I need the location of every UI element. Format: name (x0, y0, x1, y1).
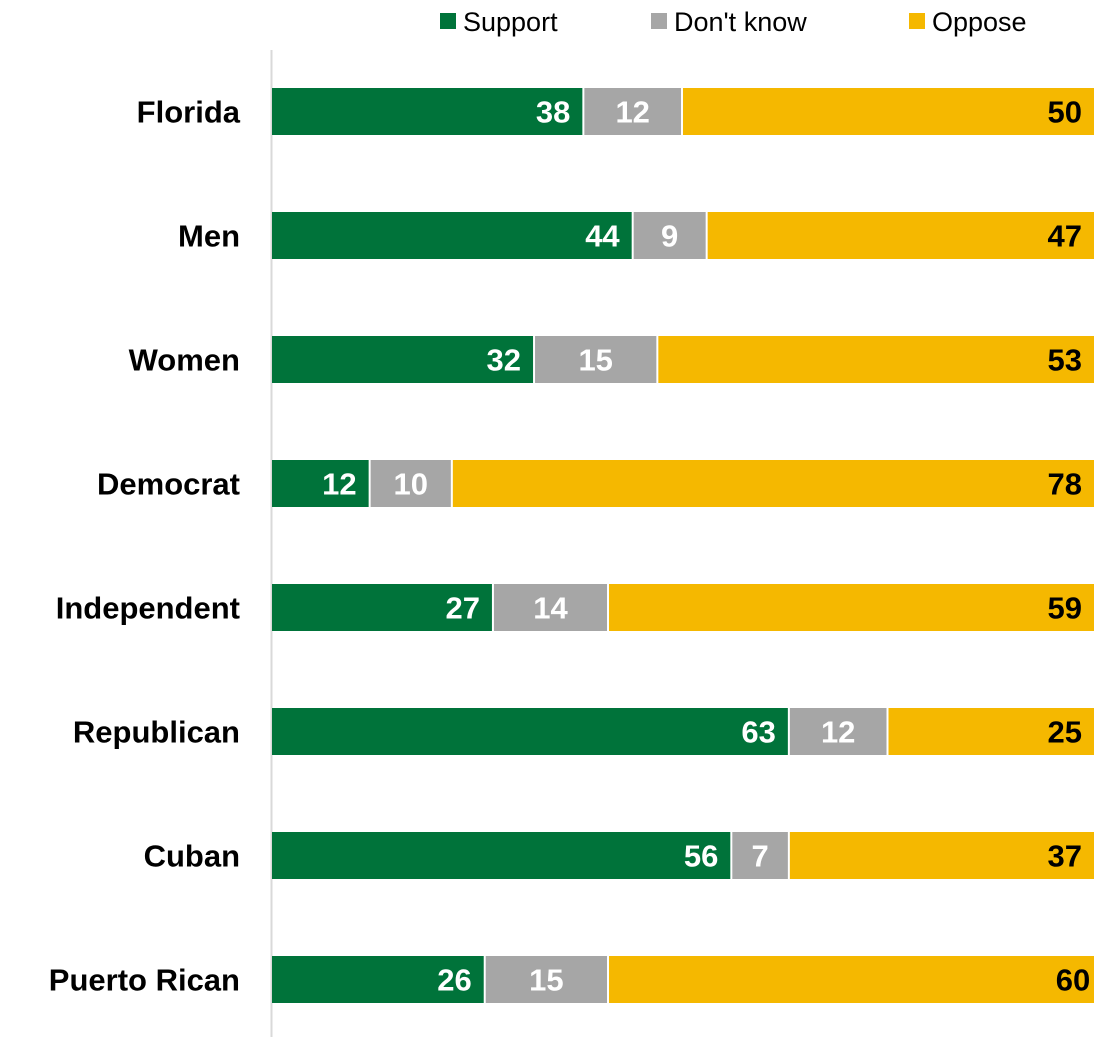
bar-puerto-rican-don-t-know (485, 956, 608, 1003)
value-label-florida-oppose: 50 (1048, 95, 1082, 130)
value-label-women-oppose: 53 (1048, 343, 1082, 378)
bar-florida-don-t-know (584, 88, 681, 135)
legend-swatch-oppose (909, 13, 925, 29)
value-label-puerto-rican-oppose: 60 (1056, 963, 1090, 998)
legend-swatch-support (440, 13, 456, 29)
legend-label-oppose: Oppose (932, 7, 1027, 37)
bar-independent-don-t-know (493, 584, 608, 631)
bar-women-support (272, 336, 534, 383)
bar-men-don-t-know (633, 212, 706, 259)
bar-puerto-rican-support (272, 956, 484, 1003)
bar-republican-support (272, 708, 788, 755)
value-label-democrat-don-t-know: 10 (393, 467, 427, 502)
bar-men-oppose (707, 212, 1094, 259)
value-label-republican-don-t-know: 12 (821, 715, 855, 750)
bar-cuban-support (272, 832, 731, 879)
bar-democrat-oppose (452, 460, 1094, 507)
category-labels: Florida Men Women Democrat Independent Republ… (49, 95, 241, 998)
value-label-independent-support: 27 (445, 591, 479, 626)
bar-florida-support (272, 88, 583, 135)
bar-republican-oppose (888, 708, 1094, 755)
bar-independent-oppose (609, 584, 1094, 631)
value-label-men-oppose: 47 (1048, 219, 1082, 254)
value-label-cuban-oppose: 37 (1048, 839, 1082, 874)
value-label-democrat-oppose: 78 (1048, 467, 1082, 502)
bars (272, 88, 1094, 1003)
bar-independent-support (272, 584, 492, 631)
bar-florida-oppose (683, 88, 1094, 135)
category-label-men: Men (178, 219, 240, 254)
value-label-men-don-t-know: 9 (661, 219, 678, 254)
bar-women-oppose (658, 336, 1094, 383)
value-label-republican-support: 63 (741, 715, 775, 750)
value-label-puerto-rican-support: 26 (437, 963, 471, 998)
category-label-independent: Independent (56, 591, 240, 626)
value-label-florida-support: 38 (536, 95, 570, 130)
bar-men-support (272, 212, 632, 259)
value-labels: 38 12 50 44 9 47 32 15 53 12 10 78 27 14 59 63 12 25 56 7 37… (322, 95, 1090, 998)
value-label-independent-oppose: 59 (1048, 591, 1082, 626)
bar-democrat-don-t-know (370, 460, 451, 507)
value-label-florida-don-t-know: 12 (615, 95, 649, 130)
value-label-cuban-support: 56 (684, 839, 718, 874)
bar-democrat-support (272, 460, 369, 507)
legend-label-support: Support (463, 7, 558, 37)
value-label-republican-oppose: 25 (1048, 715, 1082, 750)
legend-label-don-t-know: Don't know (674, 7, 807, 37)
category-label-women: Women (129, 343, 240, 378)
value-label-women-don-t-know: 15 (578, 343, 612, 378)
legend-swatch-don-t-know (651, 13, 667, 29)
bar-cuban-don-t-know (732, 832, 788, 879)
category-label-puerto-rican: Puerto Rican (49, 963, 240, 998)
category-label-florida: Florida (137, 95, 241, 130)
bar-women-don-t-know (535, 336, 657, 383)
category-label-republican: Republican (73, 715, 240, 750)
value-label-democrat-support: 12 (322, 467, 356, 502)
value-label-women-support: 32 (487, 343, 521, 378)
value-label-independent-don-t-know: 14 (533, 591, 568, 626)
value-label-puerto-rican-don-t-know: 15 (529, 963, 563, 998)
bar-puerto-rican-oppose (609, 956, 1094, 1003)
bar-republican-don-t-know (789, 708, 887, 755)
bar-cuban-oppose (789, 832, 1094, 879)
category-label-cuban: Cuban (144, 839, 240, 874)
legend: Support Don't know Oppose (440, 7, 1027, 37)
value-label-men-support: 44 (585, 219, 620, 254)
value-label-cuban-don-t-know: 7 (751, 839, 768, 874)
category-label-democrat: Democrat (97, 467, 240, 502)
